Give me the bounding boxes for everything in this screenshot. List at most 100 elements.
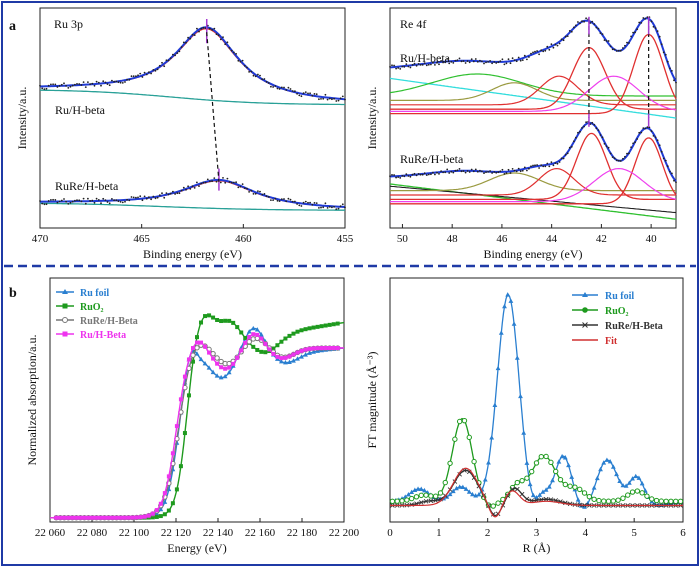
xanes-series-ruo--marker (255, 347, 260, 352)
ru3p-upper-data-point (250, 70, 253, 73)
ru3p-upper-data-point (331, 98, 333, 101)
ru3p-lower-data-point (189, 188, 192, 190)
ru3p-upper-data-point (309, 92, 311, 95)
re4f-upper-data-point (530, 52, 532, 55)
xanes-series-ru-h-beta-marker (154, 508, 159, 513)
xanes-series-ru-h-beta-marker (291, 352, 296, 357)
exafs-series-ruo--marker (437, 490, 444, 496)
re4f-upper-data-point (425, 64, 428, 67)
re4f-label-rure-h-beta: RuRe/H-beta (400, 152, 464, 166)
re4f-lower-olive (390, 172, 676, 192)
re4f-lower-data-point (517, 167, 520, 170)
exafs-series-ruo--marker (577, 486, 583, 493)
exafs-series-ru-foil-marker (617, 478, 623, 483)
re4f-upper-data-point (646, 16, 649, 19)
exafs-series-ru-foil-marker (614, 471, 619, 477)
re4f-lower-data-point (550, 161, 553, 164)
re4f-upper-background (389, 77, 677, 119)
exafs-series-ru-foil-marker (489, 435, 495, 440)
xanes-series-ru-foil-marker (222, 373, 228, 379)
xanes-series-ruo--marker (323, 323, 328, 328)
exafs-series-ruo--marker (591, 496, 597, 502)
ru3p-lower-data-point (80, 200, 83, 203)
re4f-upper-data-point (415, 64, 418, 67)
exafs-series-ru-foil-marker (534, 495, 539, 500)
ru3p-lower-data-point (178, 192, 181, 195)
ru3p-lower-data-point (132, 196, 135, 199)
re4f-upper-data-point (573, 26, 575, 29)
xanes-series-ru-h-beta-marker (94, 515, 99, 520)
re4f-upper-data-point (395, 67, 397, 70)
ru3p-upper-data-point (135, 75, 137, 77)
ru3p-upper-data-point (276, 87, 279, 90)
xanes-legend-ruo--label: RuO₂ (80, 302, 104, 313)
xanes-series-ru-foil-marker (218, 374, 224, 380)
exafs-series-ruo--marker (428, 493, 434, 499)
ru3p-lower-data-point (278, 200, 281, 203)
exafs-series-ruo--marker (533, 460, 540, 466)
exafs-series-rure-h-beta-marker (433, 498, 438, 503)
ru3p-lower-data-point (324, 202, 327, 205)
xanes-series-ru-foil-marker (287, 359, 292, 365)
ru3p-upper-data-point (287, 86, 290, 89)
ru3p-lower-data-point (344, 206, 346, 209)
re4f-lower-data-point (452, 171, 455, 174)
exafs-series-ruo--marker (543, 453, 549, 460)
re4f-lower-data-point (479, 169, 481, 172)
xanes-series-ru-h-beta-marker (58, 515, 63, 520)
exafs-series-ru-foil-marker (454, 485, 459, 491)
ru3p-upper-data-point (313, 93, 316, 95)
re4f-lower-data-point (632, 142, 634, 145)
ru3p-upper-data-point (89, 83, 91, 85)
re4f-lower-data-point (591, 121, 594, 124)
re4f-upper-data-point (413, 62, 416, 65)
ru3p-lower-data-point (196, 181, 198, 184)
ru3p-lower-data-point (276, 199, 279, 202)
xanes-legend-ru-foil-label: Ru foil (80, 288, 109, 299)
re4f-upper-data-point (601, 33, 604, 35)
xanes-series-ru-h-beta-marker (162, 491, 167, 496)
ru3p-lower-data-point (56, 201, 59, 204)
ru3p-upper-data-point (152, 69, 155, 71)
xanes-series-ru-h-beta-marker (166, 474, 171, 479)
re4f-lower-data-point (454, 169, 457, 172)
re4f-upper-data-point (438, 63, 440, 66)
ru3p-lower-data-point (128, 199, 131, 202)
xanes-series-rure-h-beta-line (50, 337, 344, 519)
ru3p-upper-data-point (230, 49, 233, 52)
re4f-lower-data-point (425, 174, 428, 177)
re4f-lower-data-point (546, 162, 549, 165)
re4f-upper-data-point (407, 65, 410, 68)
ru3p-lower-data-point (206, 178, 209, 181)
re4f-lower-data-point (427, 173, 430, 176)
exafs-series-ruo--marker (538, 454, 545, 460)
ru3p-lower-data-point (326, 207, 329, 209)
ru3p-upper-data-point (63, 82, 65, 85)
re4f-lower-data-point (448, 172, 451, 174)
ru3p-lower-data-point (246, 187, 248, 190)
re4f-lower-data-point (538, 167, 540, 169)
xanes-series-ru-h-beta-marker (279, 356, 284, 361)
xanes-series-ru-foil-line (50, 327, 345, 519)
re4f-upper-data-point (458, 57, 461, 60)
re4f-upper-data-point (626, 41, 628, 44)
re4f-lower-data-point (430, 173, 432, 176)
re4f-upper-data-point (652, 25, 655, 28)
re4f-upper-data-point (622, 47, 624, 49)
ru3p-upper-data-point (176, 52, 179, 54)
re4f-lower-data-point (662, 157, 665, 160)
ru3p-lower-data-point (111, 198, 113, 200)
ru3p-lower-data-point (158, 194, 161, 197)
xanes-series-ruo--marker (251, 344, 256, 349)
xanes-series-ruo--marker (178, 464, 183, 469)
ru3p-upper-data-point (178, 50, 181, 53)
ru3p-lower-data-point (318, 207, 320, 209)
ru3p-upper-data-point (41, 87, 44, 90)
re4f-lower-data-point (391, 174, 393, 176)
ru3p-lower-data-point (130, 196, 133, 198)
exafs-series-ruo--marker (495, 500, 501, 506)
ru3p-upper-data-point (76, 83, 78, 85)
ru3p-upper-data-point (294, 90, 296, 93)
re4f-upper-data-point (538, 53, 540, 56)
